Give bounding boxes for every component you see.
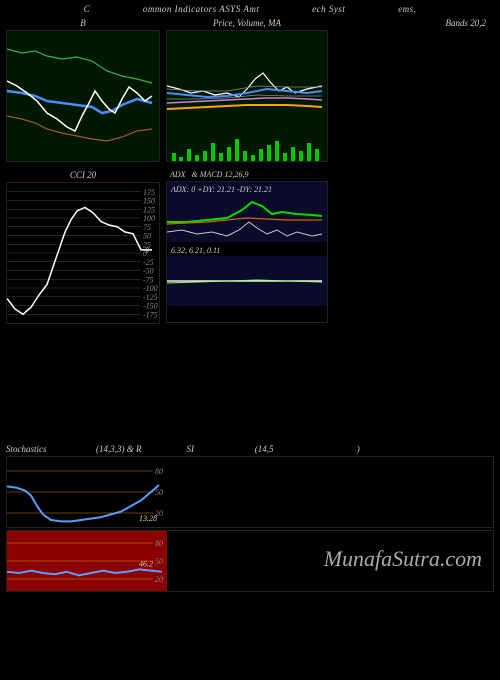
- adx-macd-chart: ADX: 0 +DY: 21.21 -DY: 21.21 6.32, 6.21, …: [166, 181, 328, 323]
- svg-text:ADX: 0 +DY: 21.21 -DY: 21.21: ADX: 0 +DY: 21.21 -DY: 21.21: [170, 185, 272, 194]
- svg-text:150: 150: [143, 197, 155, 206]
- svg-text:50: 50: [143, 232, 151, 241]
- cci-title: CCI 20: [6, 170, 160, 180]
- price-ma-title: Price, Volume, MA: [166, 18, 328, 28]
- svg-text:-175: -175: [143, 310, 158, 319]
- rsi-chart: 80 50 2046.2: [6, 530, 494, 592]
- page-header: C ommon Indicators ASYS Amt ech Syst ems…: [0, 0, 500, 18]
- panel-stochastics: Stochastics (14,3,3) & R SI (14,5 ) 80 50…: [0, 444, 500, 592]
- svg-text:-75: -75: [143, 275, 154, 284]
- svg-text:46.2: 46.2: [139, 559, 153, 568]
- svg-text:50: 50: [155, 488, 163, 497]
- svg-text:9: 9: [145, 246, 149, 255]
- hdr-right: ems,: [398, 4, 416, 14]
- panel-bbands-label: Bands 20,2: [334, 18, 494, 162]
- svg-text:-25: -25: [143, 258, 154, 267]
- svg-text:100: 100: [143, 214, 155, 223]
- adx-title: ADX & MACD 12,26,9: [166, 170, 328, 179]
- svg-text:6.32, 6.21, 0.11: 6.32, 6.21, 0.11: [171, 246, 220, 255]
- svg-text:125: 125: [143, 205, 155, 214]
- panel-price-ma: Price, Volume, MA: [166, 18, 328, 162]
- svg-text:-125: -125: [143, 293, 158, 302]
- bbands-right-title: Bands 20,2: [334, 18, 494, 28]
- panel-bbands: B: [6, 18, 160, 162]
- svg-text:-50: -50: [143, 267, 154, 276]
- panel-cci: CCI 20 1751501251007550250-25-50-75-100-…: [6, 170, 160, 324]
- svg-text:75: 75: [143, 223, 151, 232]
- hdr-left: C: [84, 4, 91, 14]
- bbands-chart: [6, 30, 160, 162]
- svg-text:175: 175: [143, 188, 155, 197]
- cci-chart: 1751501251007550250-25-50-75-100-125-150…: [6, 182, 160, 324]
- bbands-title: B: [6, 18, 160, 28]
- svg-text:-100: -100: [143, 284, 158, 293]
- hdr-mid1: ommon Indicators ASYS Amt: [143, 4, 259, 14]
- svg-text:20: 20: [155, 575, 163, 584]
- panel-adx-macd: ADX & MACD 12,26,9 ADX: 0 +DY: 21.21 -DY…: [166, 170, 328, 324]
- svg-text:80: 80: [155, 539, 163, 548]
- price-ma-chart: [166, 30, 328, 162]
- stochastics-chart: 80502013.28: [6, 456, 494, 528]
- svg-text:80: 80: [155, 467, 163, 476]
- hdr-mid2: ech Syst: [312, 4, 345, 14]
- svg-text:-150: -150: [143, 302, 158, 311]
- svg-text:50: 50: [155, 557, 163, 566]
- stochastics-title: Stochastics (14,3,3) & R SI (14,5 ): [6, 444, 494, 454]
- svg-text:13.28: 13.28: [139, 514, 157, 523]
